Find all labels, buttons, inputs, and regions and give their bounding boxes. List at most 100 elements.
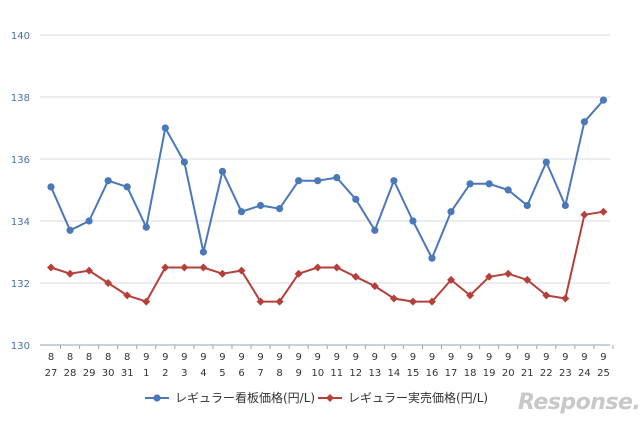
data-point bbox=[104, 177, 112, 185]
x-tick-label-day: 4 bbox=[200, 368, 206, 379]
x-tick-label-month: 9 bbox=[200, 352, 206, 363]
data-point bbox=[161, 263, 170, 272]
data-point bbox=[504, 269, 513, 278]
data-point bbox=[370, 282, 379, 291]
x-axis-ticks: 8278288298308319192939495969798999109119… bbox=[45, 345, 614, 379]
legend: レギュラー看板価格(円/L) レギュラー実売価格(円/L) bbox=[145, 390, 488, 405]
data-point bbox=[447, 275, 456, 284]
data-point bbox=[409, 217, 417, 225]
data-point bbox=[66, 226, 74, 234]
data-point bbox=[294, 269, 303, 278]
data-point bbox=[523, 201, 531, 210]
x-tick-label-day: 27 bbox=[45, 368, 58, 379]
data-point bbox=[599, 96, 608, 104]
data-point bbox=[295, 177, 303, 185]
x-tick-label-day: 13 bbox=[368, 368, 381, 379]
y-tick-label: 138 bbox=[11, 93, 30, 104]
data-point bbox=[237, 266, 246, 275]
x-tick-label-day: 15 bbox=[407, 368, 420, 379]
y-tick-label: 130 bbox=[11, 341, 30, 352]
x-tick-label-month: 8 bbox=[48, 352, 54, 363]
x-tick-label-month: 9 bbox=[581, 352, 587, 363]
x-tick-label-day: 11 bbox=[330, 368, 343, 379]
x-tick-label-month: 9 bbox=[391, 352, 397, 363]
data-point bbox=[199, 248, 207, 256]
watermark-logo: Response. bbox=[518, 390, 640, 415]
data-point bbox=[332, 263, 341, 272]
x-tick-label-day: 9 bbox=[295, 368, 301, 379]
data-point bbox=[256, 297, 265, 306]
data-point bbox=[466, 180, 474, 188]
x-tick-label-month: 9 bbox=[372, 352, 378, 363]
data-point bbox=[123, 291, 132, 300]
x-tick-label-month: 9 bbox=[162, 352, 168, 363]
x-tick-label-day: 14 bbox=[388, 368, 401, 379]
data-point bbox=[85, 217, 93, 225]
x-tick-label-month: 8 bbox=[124, 352, 130, 363]
x-tick-label-month: 9 bbox=[429, 352, 435, 363]
x-tick-label-month: 9 bbox=[524, 352, 530, 363]
x-tick-label-day: 24 bbox=[578, 368, 591, 379]
data-point bbox=[314, 177, 322, 185]
x-tick-label-month: 9 bbox=[334, 352, 340, 363]
data-point bbox=[599, 207, 608, 216]
data-point bbox=[142, 223, 150, 231]
data-point bbox=[352, 195, 360, 203]
data-point bbox=[447, 208, 455, 216]
x-tick-label-day: 23 bbox=[559, 368, 572, 379]
data-point bbox=[276, 205, 284, 213]
data-point bbox=[390, 177, 398, 185]
data-point bbox=[275, 297, 284, 306]
x-tick-label-day: 5 bbox=[219, 368, 225, 379]
x-tick-label-day: 22 bbox=[540, 368, 553, 379]
data-point bbox=[523, 275, 532, 284]
x-tick-label-day: 20 bbox=[502, 368, 515, 379]
x-tick-label-day: 31 bbox=[121, 368, 134, 379]
x-tick-label-day: 6 bbox=[238, 368, 244, 379]
x-tick-label-day: 21 bbox=[521, 368, 534, 379]
data-point bbox=[485, 180, 493, 188]
x-tick-label-month: 9 bbox=[219, 352, 225, 363]
x-tick-label-month: 9 bbox=[543, 352, 549, 363]
x-tick-label-day: 25 bbox=[597, 368, 610, 379]
data-point bbox=[485, 272, 494, 281]
data-point bbox=[408, 297, 417, 306]
x-tick-label-month: 9 bbox=[181, 352, 187, 363]
data-point bbox=[504, 186, 512, 194]
x-tick-label-day: 1 bbox=[143, 368, 149, 379]
data-point bbox=[428, 254, 436, 262]
data-point bbox=[256, 201, 265, 210]
data-point bbox=[561, 201, 569, 210]
data-point bbox=[333, 174, 341, 182]
data-point bbox=[542, 291, 551, 300]
x-tick-label-day: 2 bbox=[162, 368, 168, 379]
x-tick-label-month: 9 bbox=[486, 352, 492, 363]
x-tick-label-day: 29 bbox=[83, 368, 96, 379]
data-point bbox=[580, 118, 589, 126]
data-point bbox=[180, 263, 189, 272]
data-point bbox=[561, 294, 570, 303]
x-tick-label-month: 8 bbox=[86, 352, 92, 363]
data-point bbox=[218, 167, 227, 175]
data-point bbox=[85, 266, 94, 275]
x-tick-label-month: 9 bbox=[562, 352, 568, 363]
data-point bbox=[47, 183, 55, 191]
y-tick-label: 136 bbox=[11, 155, 30, 166]
x-tick-label-month: 9 bbox=[276, 352, 282, 363]
data-point bbox=[351, 272, 360, 281]
data-point bbox=[104, 279, 113, 287]
data-point bbox=[466, 291, 475, 300]
x-tick-label-month: 9 bbox=[600, 352, 606, 363]
x-tick-label-day: 12 bbox=[349, 368, 362, 379]
data-point bbox=[371, 226, 379, 234]
data-point bbox=[313, 263, 322, 272]
data-point bbox=[199, 263, 208, 272]
data-point bbox=[180, 158, 188, 166]
x-tick-label-month: 9 bbox=[257, 352, 263, 363]
data-point bbox=[142, 297, 151, 306]
data-point bbox=[389, 294, 398, 303]
data-point bbox=[123, 183, 131, 191]
y-tick-label: 140 bbox=[11, 31, 30, 42]
series-line-2 bbox=[50, 210, 604, 303]
